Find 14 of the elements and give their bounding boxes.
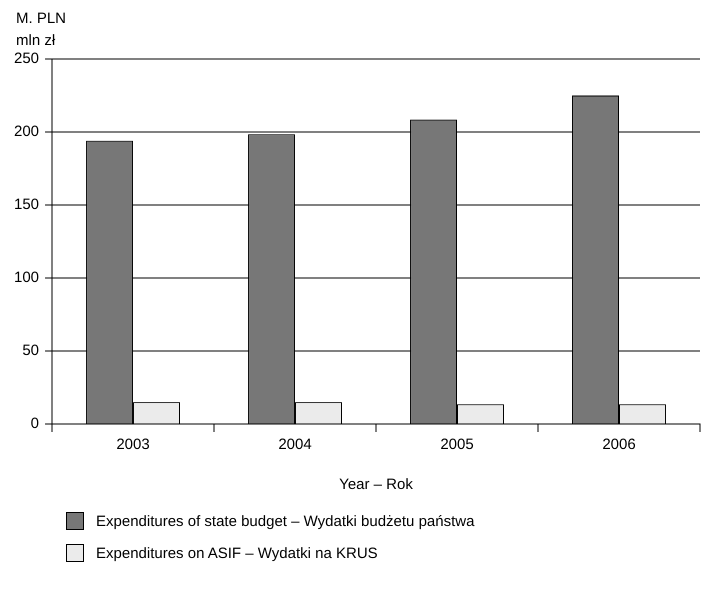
y-tick-label: 200 bbox=[14, 123, 40, 140]
y-tick-label: 0 bbox=[30, 415, 40, 432]
y-tick-label: 150 bbox=[14, 196, 40, 214]
legend-label: Expenditures of state budget – Wydatki budżetu państwa bbox=[96, 512, 474, 530]
y-tick-label: 250 bbox=[14, 50, 40, 68]
y-tick-label: 50 bbox=[22, 342, 40, 360]
x-tick-label: 2006 bbox=[602, 436, 636, 454]
y-tick-label: 100 bbox=[14, 269, 40, 286]
x-tick-label: 2003 bbox=[116, 436, 150, 454]
x-tick-label: 2004 bbox=[278, 436, 312, 454]
x-axis-title: Year – Rok bbox=[339, 476, 414, 494]
y-axis-title: M. PLN mln zł bbox=[16, 9, 68, 51]
legend-label: Expenditures on ASIF – Wydatki na KRUS bbox=[96, 544, 378, 562]
x-tick-label: 2005 bbox=[440, 436, 474, 454]
